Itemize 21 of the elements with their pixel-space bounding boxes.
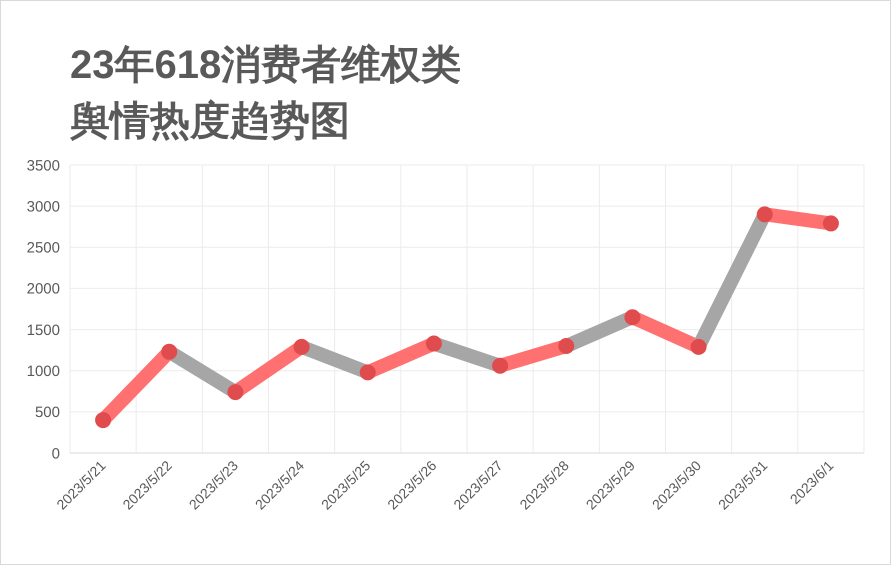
point bbox=[161, 344, 178, 360]
point bbox=[294, 338, 310, 355]
y-tick-label: 1000 bbox=[26, 362, 60, 380]
y-tick-label: 2000 bbox=[26, 280, 60, 298]
point bbox=[822, 215, 839, 232]
point bbox=[426, 336, 442, 352]
y-tick-label: 1500 bbox=[26, 322, 60, 339]
point bbox=[360, 364, 376, 380]
point bbox=[624, 309, 640, 326]
point bbox=[492, 358, 508, 374]
point bbox=[690, 338, 707, 355]
y-tick-label: 2500 bbox=[26, 240, 60, 257]
y-tick-label: 3500 bbox=[26, 157, 60, 174]
chart-title: 23年618消费者维权类舆情热度趋势图 bbox=[69, 43, 462, 143]
y-tick-label: 0 bbox=[52, 445, 60, 462]
y-tick-label: 500 bbox=[34, 404, 60, 422]
point bbox=[95, 412, 112, 428]
point bbox=[558, 338, 574, 354]
y-tick-label: 3000 bbox=[26, 198, 60, 216]
point bbox=[227, 384, 244, 400]
point bbox=[756, 206, 773, 222]
